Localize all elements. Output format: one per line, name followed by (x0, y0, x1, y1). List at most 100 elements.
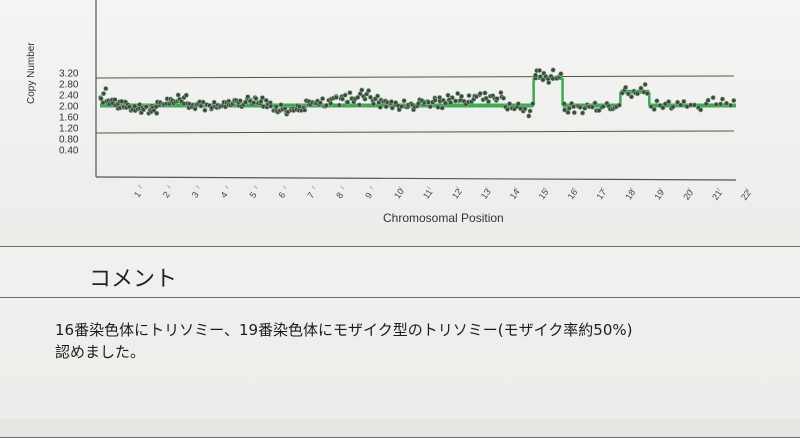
data-point (432, 97, 438, 103)
data-point (527, 108, 533, 114)
data-point (362, 96, 368, 102)
x-tick-label: 19 (652, 188, 666, 202)
data-point (333, 95, 339, 101)
data-point (642, 82, 648, 88)
data-point (317, 100, 323, 106)
x-tick-mark (224, 185, 229, 189)
data-point (537, 74, 543, 80)
x-tick-label: 22 (739, 188, 753, 202)
data-point (342, 92, 348, 98)
x-tick-label: 20 (681, 188, 695, 202)
x-tick-mark (600, 186, 605, 191)
data-point (445, 92, 451, 98)
data-point (580, 110, 586, 116)
data-point (526, 113, 532, 119)
data-point (442, 100, 448, 106)
x-tick-mark (629, 187, 634, 191)
x-axis (95, 176, 737, 181)
x-tick-mark (513, 186, 518, 191)
data-point (718, 101, 724, 107)
x-tick-label: 8 (334, 190, 345, 200)
y-axis-label: Copy Number (26, 42, 37, 104)
data-point (728, 102, 734, 108)
data-point (515, 101, 521, 107)
data-point (356, 102, 362, 108)
x-tick-label: 12 (450, 187, 464, 201)
comment-title: コメント (89, 267, 178, 292)
data-point (540, 77, 546, 83)
data-point (670, 104, 676, 110)
data-point (366, 88, 372, 94)
data-point (302, 107, 308, 113)
data-point (536, 68, 542, 74)
data-point (251, 100, 257, 106)
data-point (589, 104, 595, 110)
x-tick-mark (340, 185, 345, 190)
data-point (448, 100, 454, 106)
x-tick-mark (456, 186, 460, 190)
y-tick-label: 0.80 (59, 135, 79, 146)
x-tick-label: 4 (219, 190, 230, 200)
data-points (98, 67, 737, 119)
data-point (644, 91, 650, 97)
data-point (577, 104, 583, 110)
data-point (500, 95, 506, 101)
data-point (723, 100, 729, 106)
x-tick-mark (369, 185, 374, 190)
data-point (323, 102, 329, 108)
data-point (425, 99, 431, 105)
data-point (253, 96, 259, 102)
data-point (504, 106, 510, 112)
data-point (355, 94, 361, 100)
data-point (435, 104, 441, 110)
data-point (336, 102, 342, 108)
data-point (345, 99, 351, 105)
data-point (558, 71, 564, 77)
y-tick-label: 2.80 (59, 80, 79, 91)
data-point (192, 106, 198, 112)
data-point (507, 101, 513, 107)
x-tick-labels: 1 2 3 4 5 6 7 8 9 10 11 12 13 14 15 16 17 18 19 20 21 22 (132, 184, 753, 202)
data-point (198, 103, 204, 109)
data-point (202, 107, 208, 113)
data-point (377, 104, 383, 110)
data-point (713, 102, 719, 108)
data-point (565, 110, 571, 116)
data-point (101, 91, 107, 97)
data-point (477, 91, 483, 97)
data-point (678, 102, 684, 108)
data-point (719, 96, 725, 102)
x-tick-label: 14 (508, 187, 522, 201)
data-point (245, 94, 251, 100)
data-point (320, 96, 326, 102)
data-point (494, 96, 500, 102)
data-point (600, 104, 606, 110)
x-tick-mark (716, 187, 720, 192)
comment-line-1: 16番染色体にトリソミー、19番染色体にモザイク型のトリソミー(モザイク率約50… (55, 321, 633, 339)
data-point (112, 97, 118, 103)
data-point (347, 90, 353, 96)
data-point (389, 105, 395, 111)
data-point (183, 92, 189, 98)
data-point (698, 107, 704, 113)
data-point (566, 105, 572, 111)
data-point (211, 99, 217, 105)
x-tick-label: 1 (132, 189, 143, 199)
data-point (466, 93, 472, 99)
data-point (550, 67, 556, 73)
x-tick-label: 2 (161, 190, 172, 200)
x-tick-mark (687, 187, 692, 191)
comment-section: コメント 16番染色体にトリソミー、19番染色体にモザイク型のトリソミー(モザイ… (0, 246, 800, 438)
x-tick-label: 18 (623, 188, 637, 202)
y-tick-label: 2.00 (59, 102, 79, 113)
comment-header: コメント (0, 247, 800, 298)
y-tick-label: 2.40 (59, 91, 79, 102)
x-tick-mark (311, 185, 316, 190)
data-point (339, 96, 345, 102)
data-point (237, 98, 243, 104)
x-tick-mark (167, 185, 171, 189)
data-point (200, 99, 206, 105)
x-tick-label: 5 (248, 190, 259, 200)
x-tick-mark (138, 184, 142, 189)
